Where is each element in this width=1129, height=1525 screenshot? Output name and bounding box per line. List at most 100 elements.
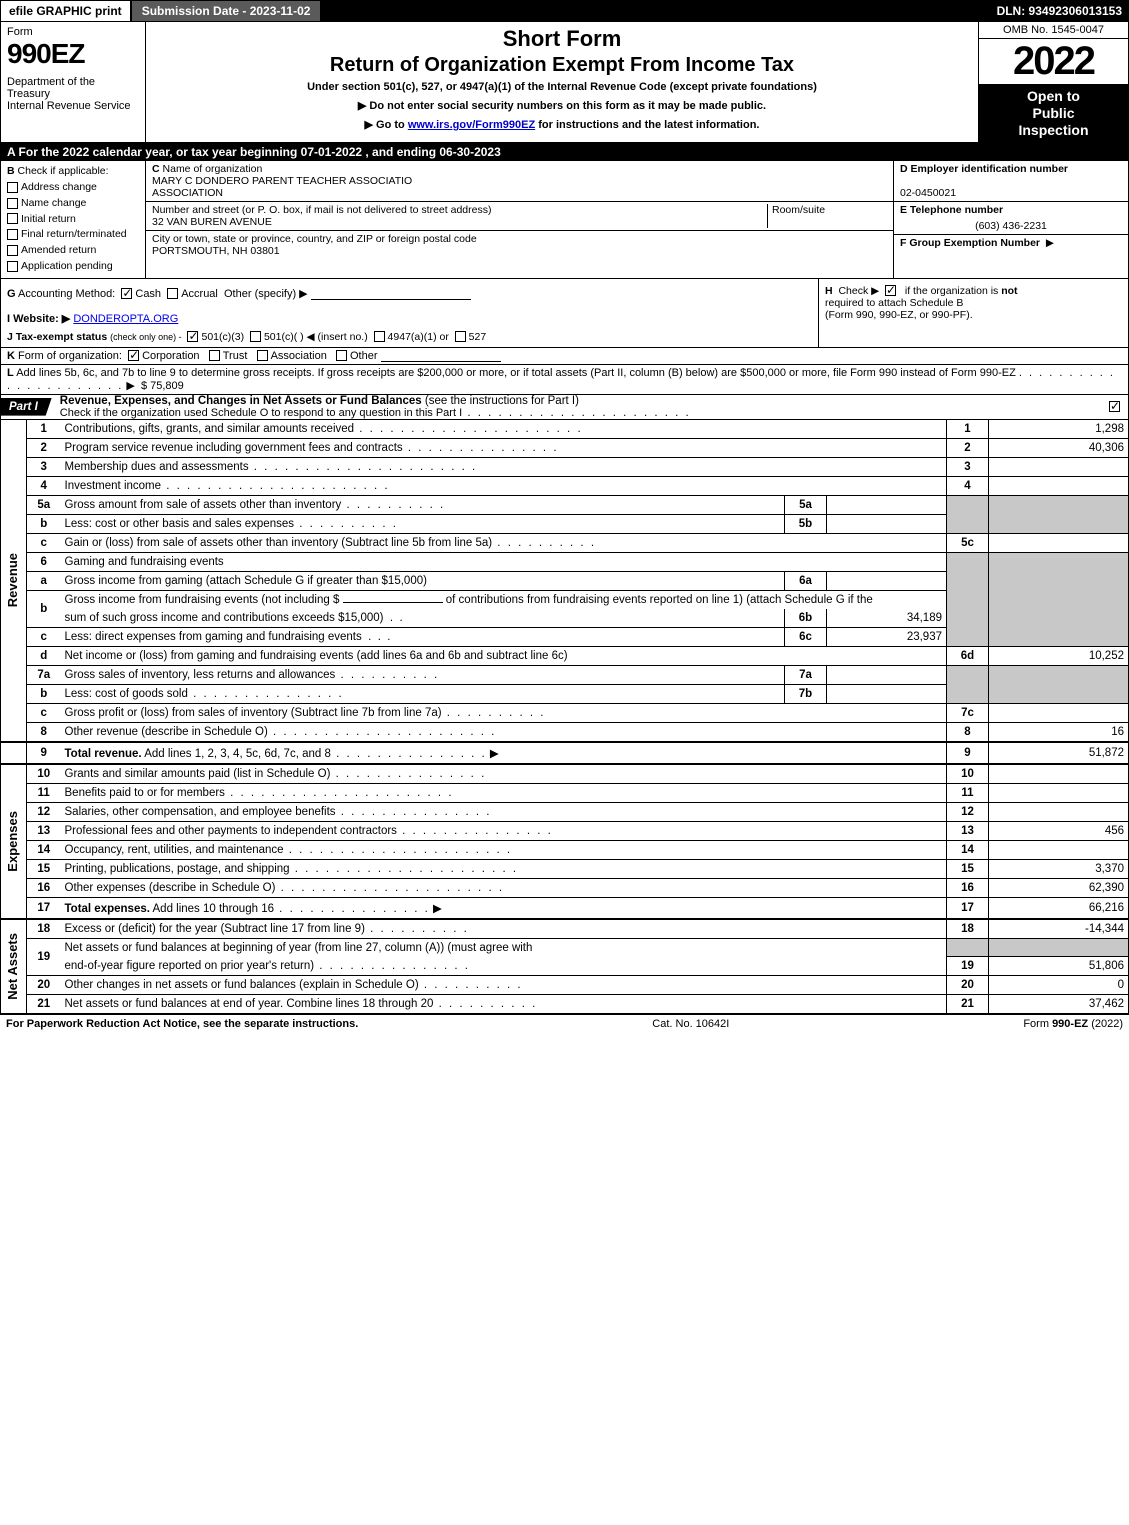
top-bar: efile GRAPHIC print Submission Date - 20…: [0, 0, 1129, 22]
header-right: OMB No. 1545-0047 2022 Open to Public In…: [978, 22, 1128, 142]
l7b-midval: [827, 684, 947, 703]
cb-addr-change[interactable]: [7, 182, 18, 193]
cb-final[interactable]: [7, 229, 18, 240]
l5b-desc: Less: cost or other basis and sales expe…: [65, 518, 295, 530]
l17-desc: Total expenses.: [65, 903, 150, 915]
h-text2: if the organization is: [905, 285, 998, 297]
accrual-label: Accrual: [181, 288, 218, 300]
line-19b: end-of-year figure reported on prior yea…: [1, 957, 1129, 976]
l18-num: 18: [27, 919, 61, 939]
cb-trust[interactable]: [209, 350, 220, 361]
l-label: L: [7, 367, 14, 379]
l6d-val: 10,252: [989, 646, 1129, 665]
name-change: Name change: [21, 197, 86, 209]
cb-initial[interactable]: [7, 213, 18, 224]
l6-shade: [947, 552, 989, 646]
l11-num: 11: [27, 783, 61, 802]
l1-num: 1: [27, 420, 61, 439]
l19-val: 51,806: [989, 957, 1129, 976]
l11-val: [989, 783, 1129, 802]
cb-assoc[interactable]: [257, 350, 268, 361]
phone-val: (603) 436-2231: [900, 220, 1122, 232]
public-inspection: Open to Public Inspection: [979, 84, 1128, 142]
l17-val: 66,216: [989, 897, 1129, 919]
cb-501c[interactable]: [250, 331, 261, 342]
l6d-rnum: 6d: [947, 646, 989, 665]
submission-date-button[interactable]: Submission Date - 2023-11-02: [132, 1, 323, 21]
l10-desc: Grants and similar amounts paid (list in…: [65, 768, 331, 780]
l7-shade2: [989, 665, 1129, 703]
cb-4947[interactable]: [374, 331, 385, 342]
k-assoc: Association: [271, 350, 327, 362]
tax-year: 2022: [979, 39, 1128, 84]
org-name1: MARY C DONDERO PARENT TEACHER ASSOCIATIO: [152, 175, 412, 187]
cb-accrual[interactable]: [167, 288, 178, 299]
other-specify-input[interactable]: [311, 299, 471, 300]
website-link[interactable]: DONDEROPTA.ORG: [73, 313, 178, 325]
l6c-desc: Less: direct expenses from gaming and fu…: [65, 631, 362, 643]
l6d-num: d: [27, 646, 61, 665]
l15-desc: Printing, publications, postage, and shi…: [65, 863, 290, 875]
side-expenses: Expenses: [5, 811, 20, 872]
room-suite: Room/suite: [767, 204, 887, 228]
cb-pending[interactable]: [7, 261, 18, 272]
part1-tab: Part I: [1, 398, 52, 416]
irs-link[interactable]: www.irs.gov/Form990EZ: [408, 119, 535, 131]
other-label: Other (specify) ▶: [224, 288, 308, 300]
cb-cash[interactable]: [121, 288, 132, 299]
l6b-desc3: sum of such gross income and contributio…: [65, 612, 384, 624]
h-text4: (Form 990, 990-EZ, or 990-PF).: [825, 309, 973, 321]
form-header: Form 990EZ Department of the Treasury In…: [0, 22, 1129, 143]
line-5a: 5a Gross amount from sale of assets othe…: [1, 495, 1129, 514]
cb-name-change[interactable]: [7, 198, 18, 209]
h-text3: required to attach Schedule B: [825, 297, 963, 309]
h-label: H: [825, 285, 833, 297]
l18-val: -14,344: [989, 919, 1129, 939]
l13-desc: Professional fees and other payments to …: [65, 825, 397, 837]
cb-corp[interactable]: [128, 350, 139, 361]
l8-rnum: 8: [947, 722, 989, 742]
omb-number: OMB No. 1545-0047: [979, 22, 1128, 39]
city-val: PORTSMOUTH, NH 03801: [152, 245, 280, 257]
cb-amended[interactable]: [7, 245, 18, 256]
cb-501c3[interactable]: [187, 331, 198, 342]
col-d: D Employer identification number 02-0450…: [893, 161, 1128, 277]
l6-num: 6: [27, 552, 61, 571]
k-text: Form of organization:: [18, 350, 122, 362]
j-sub: (check only one) -: [110, 332, 182, 342]
j-4947: 4947(a)(1) or: [388, 331, 449, 343]
cb-527[interactable]: [455, 331, 466, 342]
l6b-blank[interactable]: [343, 602, 443, 603]
line-12: 12 Salaries, other compensation, and emp…: [1, 802, 1129, 821]
l6c-midnum: 6c: [785, 627, 827, 646]
cb-h[interactable]: [885, 285, 896, 296]
l5a-desc: Gross amount from sale of assets other t…: [65, 499, 342, 511]
l8-val: 16: [989, 722, 1129, 742]
l19-shade: [947, 938, 989, 957]
k-other-input[interactable]: [381, 361, 501, 362]
line-7a: 7a Gross sales of inventory, less return…: [1, 665, 1129, 684]
l6-desc: Gaming and fundraising events: [61, 552, 947, 571]
inspect3: Inspection: [1018, 122, 1088, 138]
l7b-desc: Less: cost of goods sold: [65, 688, 188, 700]
l6-shade2: [989, 552, 1129, 646]
l20-num: 20: [27, 976, 61, 995]
l7-shade: [947, 665, 989, 703]
l5b-num: b: [27, 514, 61, 533]
l2-rnum: 2: [947, 438, 989, 457]
l11-rnum: 11: [947, 783, 989, 802]
l4-rnum: 4: [947, 476, 989, 495]
line-1: Revenue 1 Contributions, gifts, grants, …: [1, 420, 1129, 439]
line-7c: c Gross profit or (loss) from sales of i…: [1, 703, 1129, 722]
l15-num: 15: [27, 859, 61, 878]
line-2: 2 Program service revenue including gove…: [1, 438, 1129, 457]
part1-table: Revenue 1 Contributions, gifts, grants, …: [0, 420, 1129, 1015]
cb-other[interactable]: [336, 350, 347, 361]
l20-desc: Other changes in net assets or fund bala…: [65, 979, 419, 991]
efile-print-button[interactable]: efile GRAPHIC print: [1, 1, 132, 21]
l9-desc2: Add lines 1, 2, 3, 4, 5c, 6d, 7c, and 8: [144, 748, 331, 760]
l6b-desc1: Gross income from fundraising events (no…: [65, 594, 340, 606]
l6a-midnum: 6a: [785, 571, 827, 590]
line-19a: 19 Net assets or fund balances at beginn…: [1, 938, 1129, 957]
cb-part1-scho[interactable]: [1109, 401, 1120, 412]
